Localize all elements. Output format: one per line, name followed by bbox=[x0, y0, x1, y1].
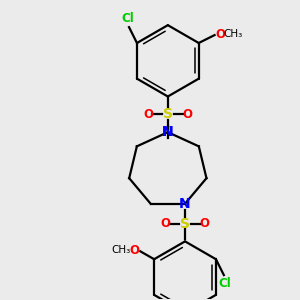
Text: S: S bbox=[180, 217, 190, 230]
Text: O: O bbox=[143, 108, 153, 121]
Text: O: O bbox=[200, 217, 210, 230]
Text: Cl: Cl bbox=[122, 12, 134, 25]
Text: N: N bbox=[179, 197, 191, 211]
Text: N: N bbox=[162, 125, 174, 139]
Text: CH₃: CH₃ bbox=[111, 245, 130, 255]
Text: Cl: Cl bbox=[218, 277, 231, 290]
Text: S: S bbox=[163, 107, 173, 121]
Text: O: O bbox=[183, 108, 193, 121]
Text: N: N bbox=[162, 125, 174, 139]
Text: O: O bbox=[129, 244, 139, 257]
Text: O: O bbox=[216, 28, 226, 40]
Text: CH₃: CH₃ bbox=[224, 29, 243, 39]
Text: O: O bbox=[160, 217, 170, 230]
